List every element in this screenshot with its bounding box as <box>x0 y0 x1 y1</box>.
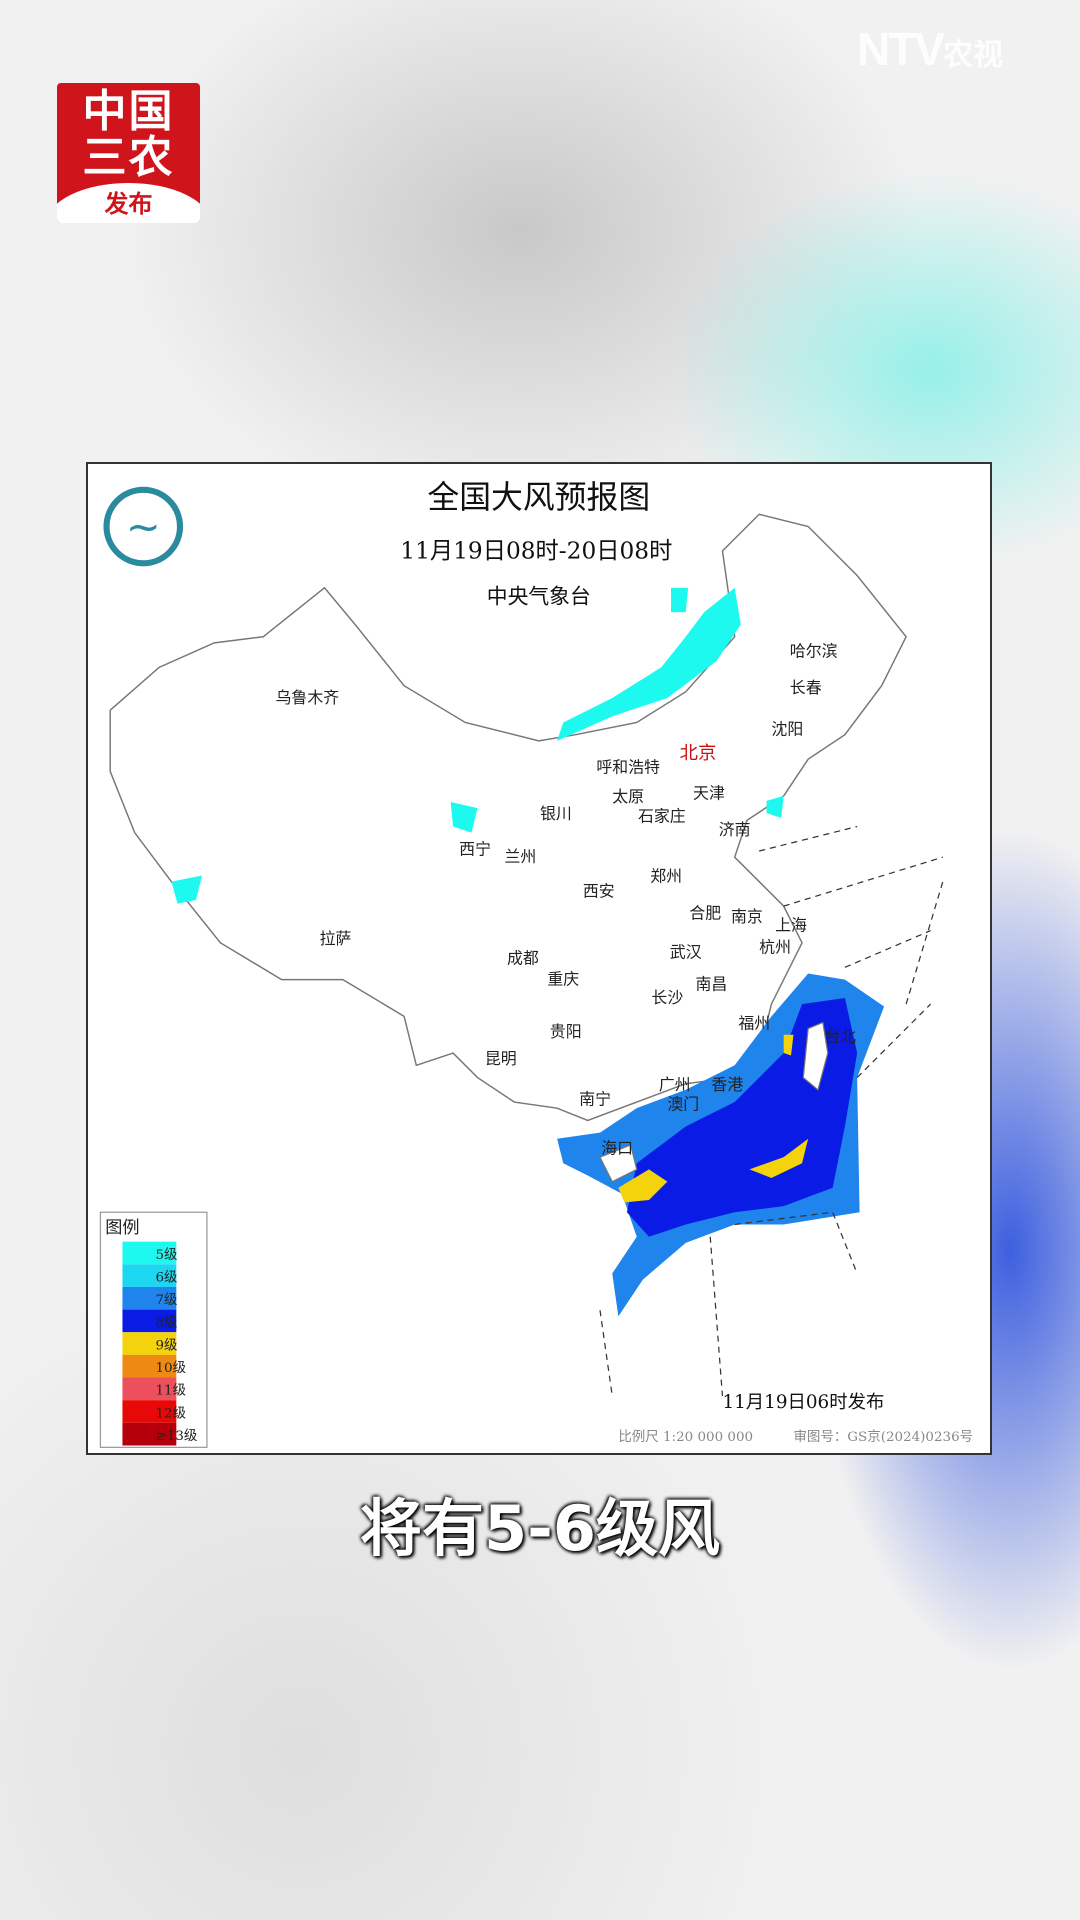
legend-swatch <box>122 1286 177 1310</box>
city-label: 拉萨 <box>320 929 352 948</box>
china-sannong-logo: 中国 三农 发布 <box>57 83 200 223</box>
city-label: 呼和浩特 <box>596 758 660 777</box>
city-labels: 乌鲁木齐 哈尔滨 长春 沈阳 北京 呼和浩特 天津 太原 石家庄 银川 西宁 兰… <box>276 641 856 1157</box>
map-legend: 图例 5级 6级 7级 8级 9级 10级 11级 12级 ≥13级 <box>99 1211 208 1448</box>
legend-swatch <box>122 1309 177 1333</box>
city-label: 香港 <box>711 1075 743 1094</box>
map-approval-number: 审图号：GS京(2024)0236号 <box>793 1429 973 1445</box>
legend-title: 图例 <box>105 1218 139 1238</box>
maritime-boundary <box>599 825 944 1397</box>
map-scale: 比例尺 1:20 000 000 <box>618 1429 753 1445</box>
city-label: 福州 <box>738 1014 770 1033</box>
legend-label: 5级 <box>156 1247 178 1263</box>
legend-swatch <box>122 1241 177 1265</box>
legend-swatch <box>122 1332 177 1355</box>
city-label: 石家庄 <box>638 807 686 826</box>
city-label: 兰州 <box>504 847 536 866</box>
city-label-capital: 北京 <box>680 743 717 764</box>
city-label: 澳门 <box>667 1094 699 1113</box>
legend-swatch <box>122 1422 177 1446</box>
legend-label: 9级 <box>156 1337 178 1353</box>
wind-area-5-ne <box>671 587 689 613</box>
city-label: 西安 <box>583 881 615 900</box>
city-label: 杭州 <box>759 938 791 957</box>
cma-logo-icon <box>103 486 184 567</box>
wind-area-5-north <box>557 587 741 741</box>
legend-label: ≥13级 <box>156 1428 198 1444</box>
city-label: 郑州 <box>650 867 682 886</box>
legend-label: 6级 <box>156 1269 178 1285</box>
logo-text: 中国 三农 <box>82 86 175 183</box>
city-label: 贵阳 <box>550 1022 582 1041</box>
wind-area-5-qinghai <box>450 802 478 833</box>
logo-subtext: 发布 <box>104 190 153 218</box>
city-label: 成都 <box>507 949 539 968</box>
city-label: 长春 <box>790 678 822 697</box>
wind-area-5-tibet <box>171 875 203 904</box>
legend-swatch <box>122 1377 177 1401</box>
city-label: 沈阳 <box>771 720 803 739</box>
city-label: 南昌 <box>696 974 728 993</box>
legend-label: 10级 <box>156 1360 187 1376</box>
city-label: 太原 <box>612 787 644 806</box>
city-label: 西宁 <box>459 840 491 859</box>
subtitle-caption: 将有5-6级风 <box>359 1492 720 1565</box>
legend-label: 11级 <box>156 1383 187 1399</box>
city-label: 广州 <box>659 1075 691 1094</box>
legend-label: 8级 <box>156 1315 178 1331</box>
map-issuer: 中央气象台 <box>487 585 591 609</box>
city-label: 银川 <box>540 804 572 823</box>
wind-area-9-b <box>749 1138 809 1178</box>
cma-logo-glyph: ~ <box>126 502 161 551</box>
city-label: 哈尔滨 <box>790 641 838 660</box>
legend-swatch <box>122 1264 177 1287</box>
wind-area-9-c <box>783 1034 794 1056</box>
city-label: 乌鲁木齐 <box>276 688 340 707</box>
city-label: 天津 <box>693 783 725 802</box>
city-label: 海口 <box>601 1138 633 1157</box>
legend-swatch <box>122 1354 177 1378</box>
city-label: 武汉 <box>670 943 702 962</box>
wind-area-5-east <box>766 795 784 818</box>
city-label: 上海 <box>775 916 807 935</box>
legend-label: 12级 <box>156 1405 187 1421</box>
map-title: 全国大风预报图 <box>427 478 650 516</box>
city-label: 合肥 <box>689 903 721 922</box>
hainan-overlay <box>599 1144 638 1183</box>
city-label: 济南 <box>719 820 751 839</box>
wind-area-9-a <box>618 1169 668 1203</box>
taiwan-overlay <box>802 1021 829 1091</box>
legend-label: 7级 <box>156 1292 178 1308</box>
china-border <box>109 513 907 1122</box>
city-label: 昆明 <box>485 1049 517 1068</box>
city-label: 长沙 <box>651 988 683 1007</box>
ntv-watermark: NTV农视 <box>857 23 1003 75</box>
wind-area-8 <box>626 997 858 1237</box>
city-label: 台北 <box>824 1027 856 1046</box>
city-label: 重庆 <box>547 969 579 988</box>
map-period: 11月19日08时-20日08时 <box>400 537 672 564</box>
city-label: 南宁 <box>579 1089 611 1108</box>
city-label: 南京 <box>731 907 763 926</box>
issued-time: 11月19日06时发布 <box>722 1392 884 1413</box>
legend-swatch <box>122 1400 177 1423</box>
